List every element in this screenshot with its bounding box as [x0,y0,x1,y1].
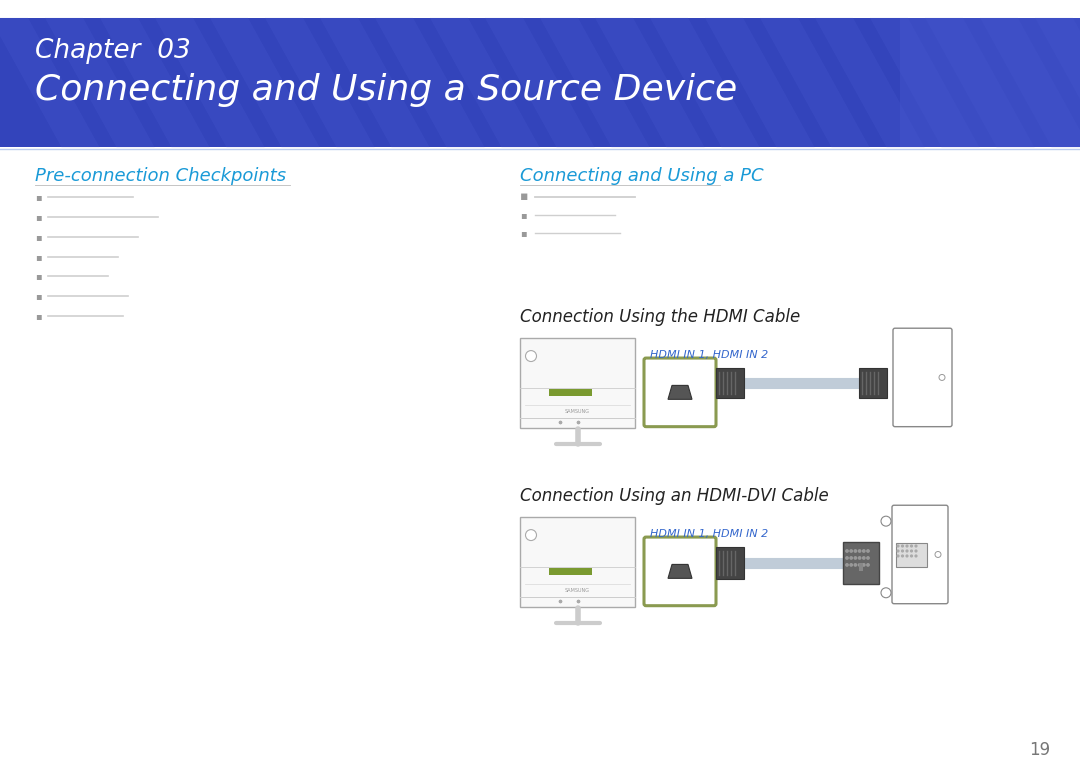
Circle shape [881,517,891,526]
Bar [549,389,593,396]
Polygon shape [430,18,540,147]
FancyBboxPatch shape [859,368,887,398]
Text: ▪: ▪ [35,212,42,222]
Text: Pre-connection Checkpoints: Pre-connection Checkpoints [35,167,286,185]
Circle shape [881,588,891,597]
Circle shape [846,564,848,566]
Polygon shape [669,385,692,399]
Circle shape [854,557,856,559]
Text: ▪: ▪ [35,192,42,202]
Text: ▪: ▪ [519,227,527,238]
Circle shape [867,557,869,559]
Circle shape [902,545,903,547]
Circle shape [915,545,917,547]
Polygon shape [870,18,980,147]
Text: Connection Using the HDMI Cable: Connection Using the HDMI Cable [519,308,800,327]
Bar [859,563,863,571]
Polygon shape [760,18,869,147]
Circle shape [526,530,537,540]
Polygon shape [669,565,692,578]
Bar [519,338,635,428]
Circle shape [910,545,913,547]
Text: HDMI IN 1, HDMI IN 2: HDMI IN 1, HDMI IN 2 [650,529,768,539]
Polygon shape [595,18,704,147]
Circle shape [910,555,913,557]
Circle shape [859,550,861,552]
Circle shape [846,550,848,552]
Circle shape [897,545,899,547]
Polygon shape [1035,18,1080,147]
Circle shape [846,557,848,559]
Circle shape [867,550,869,552]
Text: Chapter  03: Chapter 03 [35,38,191,64]
Circle shape [850,564,852,566]
FancyBboxPatch shape [644,537,716,606]
Circle shape [859,557,861,559]
Circle shape [902,555,903,557]
Text: Connecting and Using a Source Device: Connecting and Using a Source Device [35,72,738,107]
Circle shape [863,550,865,552]
Circle shape [850,557,852,559]
Text: Connection Using an HDMI-DVI Cable: Connection Using an HDMI-DVI Cable [519,488,828,505]
Circle shape [910,550,913,552]
FancyBboxPatch shape [644,358,716,427]
FancyBboxPatch shape [716,547,744,579]
Circle shape [526,350,537,362]
FancyBboxPatch shape [893,328,951,427]
Polygon shape [156,18,265,147]
FancyBboxPatch shape [716,368,744,398]
Polygon shape [375,18,485,147]
Text: 19: 19 [1029,741,1051,759]
Circle shape [897,555,899,557]
Bar [549,568,593,575]
FancyBboxPatch shape [892,505,948,604]
Text: SAMSUNG: SAMSUNG [565,409,590,414]
Circle shape [859,564,861,566]
Circle shape [854,550,856,552]
Polygon shape [540,18,649,147]
Polygon shape [320,18,430,147]
Text: ▪: ▪ [35,232,42,242]
Text: ▪: ▪ [35,272,42,282]
Circle shape [850,550,852,552]
Circle shape [863,557,865,559]
Circle shape [906,545,908,547]
Polygon shape [265,18,375,147]
Circle shape [863,564,865,566]
Text: ▪: ▪ [35,311,42,321]
Circle shape [935,552,941,558]
Text: ▪: ▪ [35,252,42,262]
Circle shape [867,564,869,566]
Circle shape [939,375,945,381]
Polygon shape [705,18,814,147]
Circle shape [906,555,908,557]
Bar [900,18,1080,147]
Polygon shape [980,18,1080,147]
Text: ▪: ▪ [519,191,528,204]
Circle shape [854,564,856,566]
Text: ▪: ▪ [519,210,527,220]
Polygon shape [0,18,99,147]
Bar [519,517,635,607]
Polygon shape [45,18,154,147]
Circle shape [897,550,899,552]
Text: Connecting and Using a PC: Connecting and Using a PC [519,167,764,185]
Circle shape [906,550,908,552]
Text: SAMSUNG: SAMSUNG [565,588,590,594]
FancyBboxPatch shape [895,542,927,568]
Circle shape [915,555,917,557]
Text: HDMI IN 1, HDMI IN 2: HDMI IN 1, HDMI IN 2 [650,350,768,360]
Polygon shape [210,18,320,147]
Bar [0,18,1080,147]
FancyBboxPatch shape [843,542,879,584]
Polygon shape [924,18,1035,147]
Polygon shape [485,18,594,147]
Polygon shape [815,18,924,147]
Circle shape [902,550,903,552]
Polygon shape [100,18,210,147]
Circle shape [915,550,917,552]
Text: ▪: ▪ [35,291,42,301]
Polygon shape [650,18,759,147]
